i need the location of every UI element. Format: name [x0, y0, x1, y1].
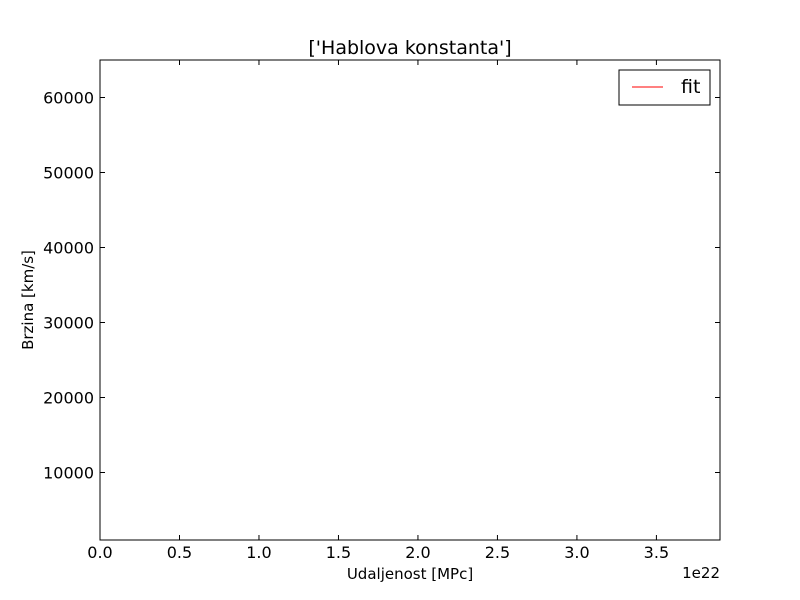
x-tick-label: 1.0	[246, 543, 271, 562]
legend-label-fit: fit	[681, 76, 700, 98]
x-tick-label: 3.5	[644, 543, 669, 562]
y-tick-label: 10000	[43, 464, 94, 483]
y-axis-ticks: 10000 20000 30000 40000 50000 60000	[43, 89, 720, 483]
y-tick-label: 30000	[43, 314, 94, 333]
x-tick-label: 3.0	[564, 543, 589, 562]
x-axis-ticks: 0.0 0.5 1.0 1.5 2.0 2.5 3.0 3.5	[87, 60, 669, 562]
y-tick-label: 40000	[43, 239, 94, 258]
legend: fit	[618, 69, 711, 106]
x-tick-label: 0.0	[87, 543, 112, 562]
x-tick-label: 2.0	[405, 543, 430, 562]
x-tick-label: 1.5	[326, 543, 351, 562]
y-axis-label: Brzina [km/s]	[19, 250, 37, 350]
x-tick-label: 0.5	[167, 543, 192, 562]
y-tick-label: 50000	[43, 164, 94, 183]
chart-title: ['Hablova konstanta']	[308, 37, 511, 59]
y-tick-label: 20000	[43, 389, 94, 408]
x-tick-label: 2.5	[485, 543, 510, 562]
plot-area	[99, 59, 721, 541]
x-axis-offset-text: 1e22	[682, 564, 720, 582]
x-axis-label: Udaljenost [MPc]	[347, 565, 473, 583]
y-tick-label: 60000	[43, 89, 94, 108]
